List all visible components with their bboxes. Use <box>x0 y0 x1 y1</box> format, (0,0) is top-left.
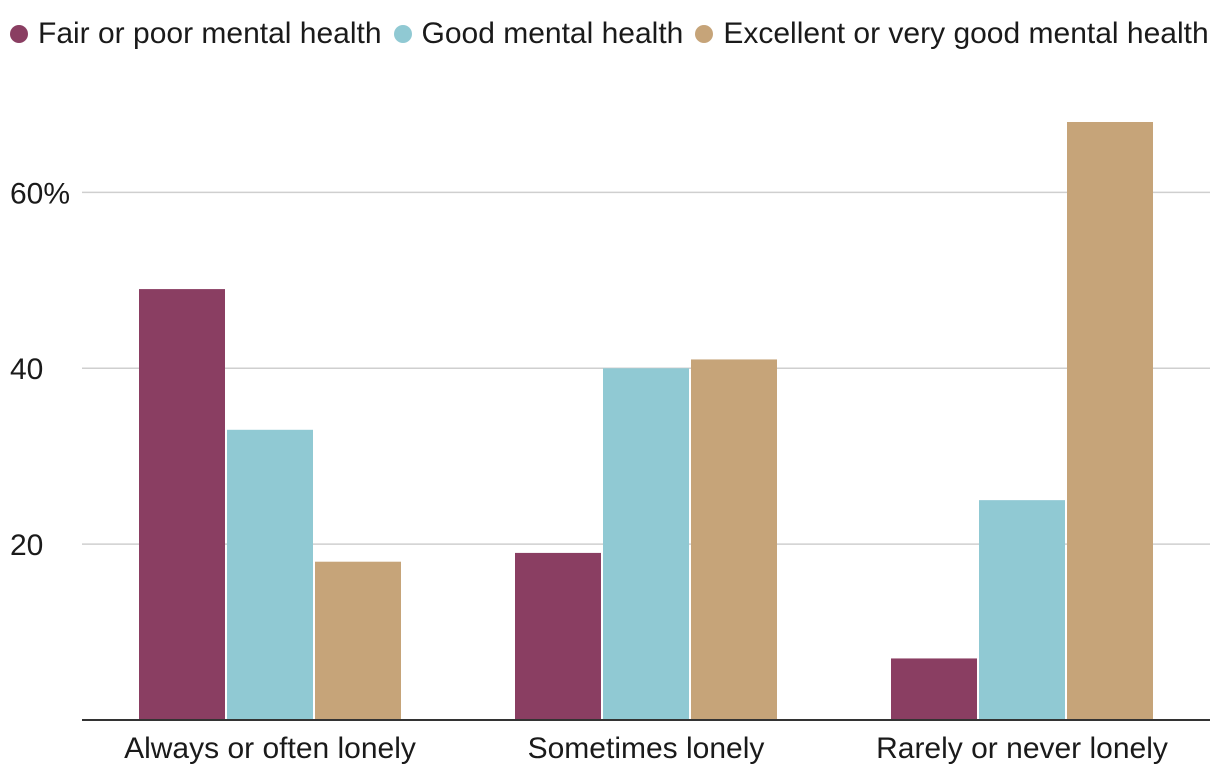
legend-item-excellent: Excellent or very good mental health <box>695 14 1209 54</box>
legend-item-good: Good mental health <box>393 14 684 54</box>
x-tick-label-2: Rarely or never lonely <box>876 732 1168 765</box>
bar-1-0 <box>515 552 601 720</box>
bar-0-2 <box>315 561 401 720</box>
legend-label-excellent: Excellent or very good mental health <box>723 17 1209 50</box>
bar-1-1 <box>603 368 689 720</box>
bar-2-1 <box>979 500 1065 720</box>
y-tick-label-20: 20 <box>10 529 43 562</box>
bar-2-0 <box>891 658 977 720</box>
bar-0-1 <box>227 429 313 720</box>
x-tick-label-0: Always or often lonely <box>124 732 416 765</box>
legend-swatch-excellent <box>695 25 714 43</box>
legend: Fair or poor mental health Good mental h… <box>10 14 1220 54</box>
y-tick-label-40: 40 <box>10 353 43 386</box>
x-tick-label-1: Sometimes lonely <box>528 732 765 765</box>
legend-swatch-good <box>393 25 412 43</box>
bar-0-0 <box>139 289 225 720</box>
bar-1-2 <box>691 359 777 720</box>
bar-2-2 <box>1067 122 1153 720</box>
y-tick-label-60: 60% <box>10 177 70 210</box>
legend-label-good: Good mental health <box>421 17 684 50</box>
legend-swatch-fair-poor <box>10 25 28 43</box>
legend-item-fair-poor: Fair or poor mental health <box>10 14 382 54</box>
legend-label-fair-poor: Fair or poor mental health <box>38 17 382 50</box>
